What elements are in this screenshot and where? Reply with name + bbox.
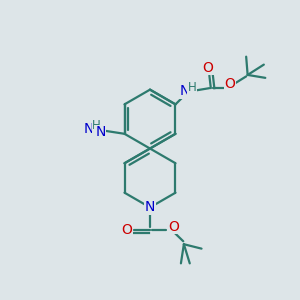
Text: H: H (188, 81, 197, 94)
Text: O: O (202, 61, 213, 75)
Text: H: H (92, 119, 101, 132)
Text: N: N (95, 125, 106, 139)
Text: N: N (84, 122, 94, 136)
Text: O: O (168, 220, 179, 234)
Text: O: O (224, 77, 236, 91)
Text: H: H (91, 123, 100, 136)
Text: N: N (180, 84, 190, 98)
Text: O: O (121, 223, 132, 236)
Text: N: N (145, 200, 155, 214)
